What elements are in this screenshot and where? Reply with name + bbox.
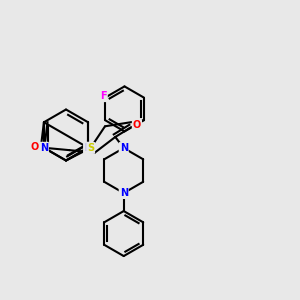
Text: O: O — [133, 120, 141, 130]
Text: S: S — [87, 143, 94, 153]
Text: F: F — [100, 91, 107, 101]
Text: N: N — [84, 143, 92, 153]
Text: O: O — [30, 142, 38, 152]
Text: N: N — [40, 143, 48, 153]
Text: N: N — [120, 143, 128, 153]
Text: N: N — [120, 188, 128, 198]
